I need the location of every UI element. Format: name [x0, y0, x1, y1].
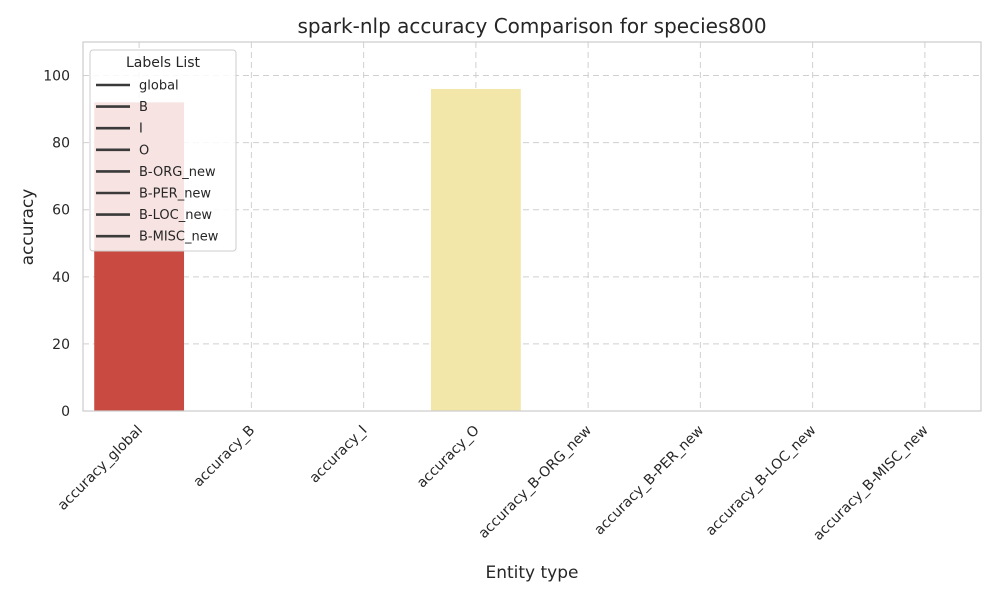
legend-entry-B-PER_new: B-PER_new [139, 187, 211, 202]
legend-entry-global: global [139, 79, 179, 94]
legend-entry-B-MISC_new: B-MISC_new [139, 230, 219, 245]
legend-entry-B-LOC_new: B-LOC_new [139, 208, 212, 223]
x-axis-title: Entity type [485, 563, 578, 583]
legend-entry-B-ORG_new: B-ORG_new [139, 165, 216, 180]
legend-items: global BIO B-ORG_new B-PER_new B-LOC_new B-MI… [96, 79, 219, 245]
legend: Labels List global BIO B-ORG_new B-PER_new B… [89, 49, 237, 252]
legend-entry-B: B [139, 100, 148, 115]
y-tick-label: 80 [52, 136, 70, 152]
y-tick-label: 100 [43, 69, 70, 85]
y-tick-labels: 0 20 40 60 80 100 [43, 69, 70, 420]
y-tick-label: 40 [52, 270, 70, 286]
y-tick-label: 20 [52, 337, 70, 353]
y-tick-label: 60 [52, 203, 70, 219]
bar-accuracy_O [430, 88, 521, 412]
legend-entry-O: O [139, 143, 149, 158]
plot-frame [82, 41, 982, 412]
y-axis-title: accuracy [18, 189, 38, 266]
legend-entry-I: I [139, 122, 143, 137]
y-tick-label: 0 [61, 404, 70, 420]
legend-title: Labels List [126, 55, 200, 71]
legend-box [89, 49, 237, 252]
chart-title: spark-nlp accuracy Comparison for specie… [297, 14, 766, 38]
